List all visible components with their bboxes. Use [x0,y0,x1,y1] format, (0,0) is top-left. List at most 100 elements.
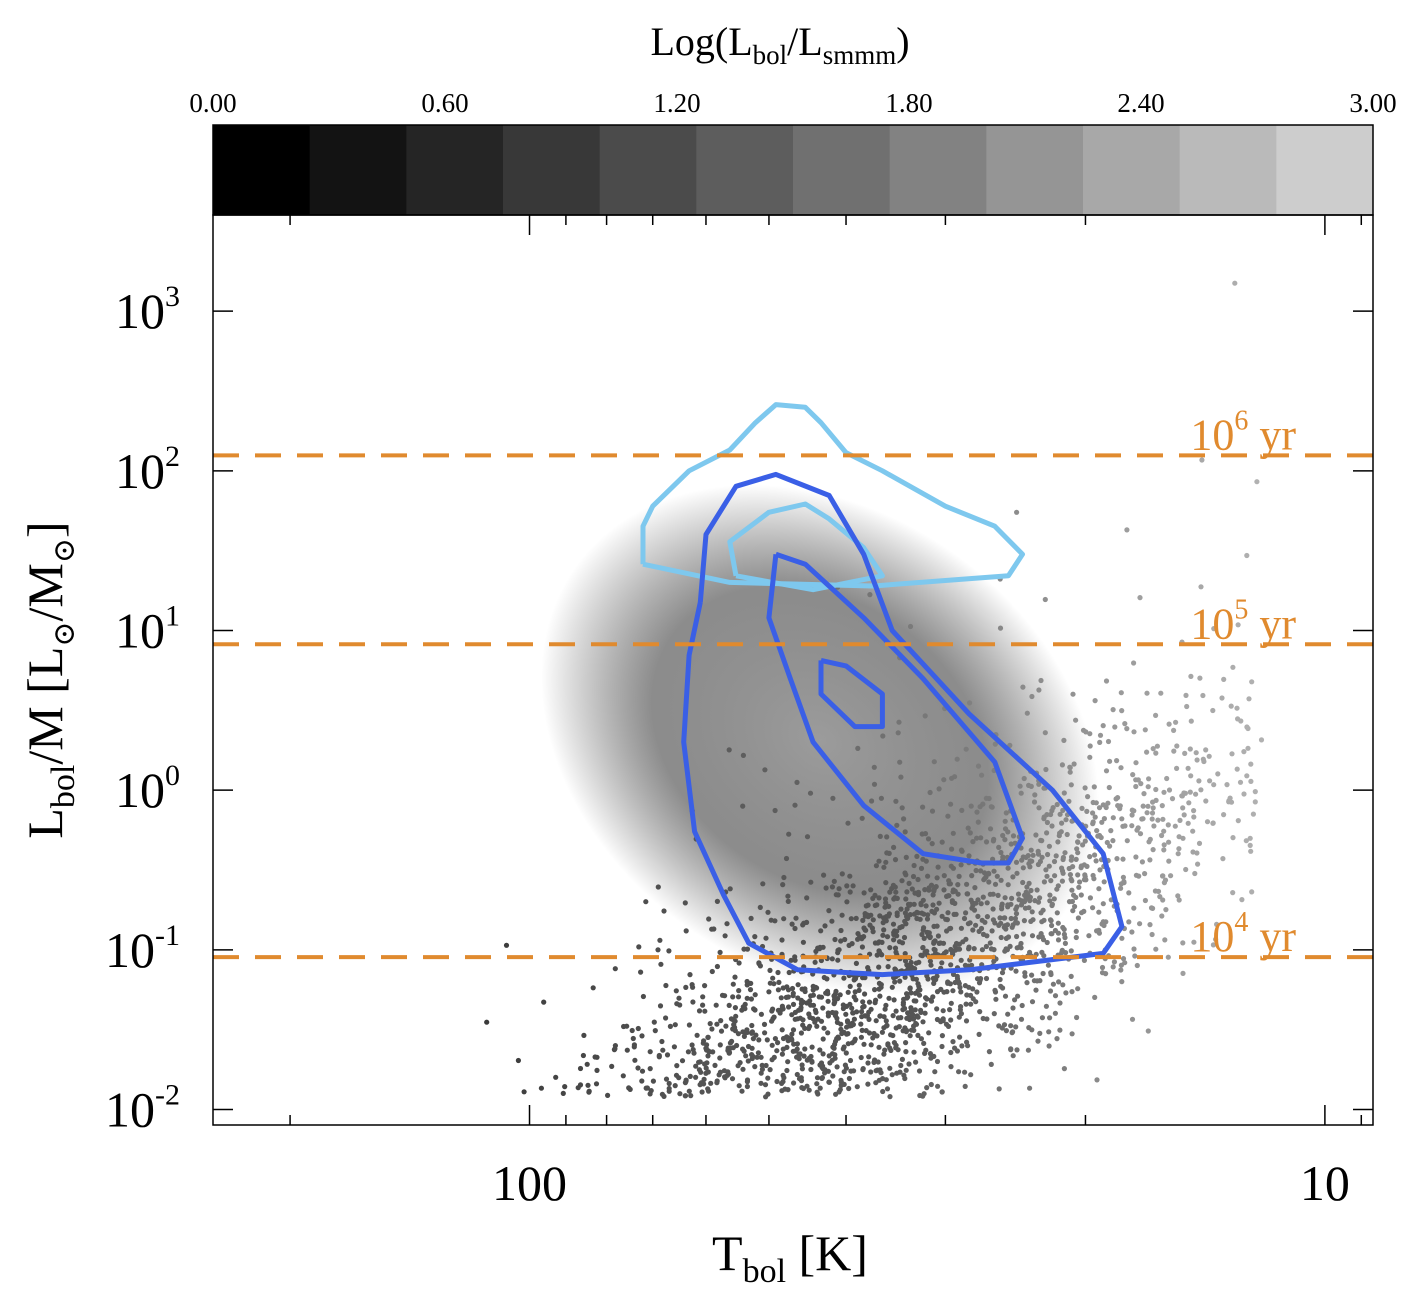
scatter-point [867,592,873,598]
colorbar-tick-label: 0.60 [421,88,468,118]
scatter-point [901,816,907,822]
scatter-point [1179,793,1185,799]
scatter-point [744,995,750,1001]
scatter-point [764,1037,770,1043]
scatter-point [885,913,892,919]
scatter-point [1020,865,1026,871]
scatter-point [958,957,964,963]
scatter-point [925,873,931,879]
scatter-point [868,1042,874,1048]
scatter-point [901,996,907,1002]
scatter-point [831,878,837,885]
scatter-point [770,975,776,981]
scatter-point [921,1091,927,1097]
scatter-point [1079,805,1085,812]
scatter-point [998,877,1004,883]
scatter-point [935,1083,941,1089]
scatter-point [893,1008,899,1014]
scatter-point [1247,835,1253,841]
scatter-point [847,873,853,879]
scatter-point [1018,790,1024,796]
scatter-point [943,916,949,922]
scatter-point [902,829,908,835]
scatter-point [974,835,980,841]
scatter-point [907,623,914,630]
scatter-point [868,1069,874,1075]
scatter-point [1022,892,1028,898]
scatter-point [1244,552,1250,559]
scatter-point [810,1002,817,1008]
scatter-point [880,1088,886,1095]
scatter-point [1163,907,1169,913]
scatter-point [842,1062,849,1068]
scatter-point [1138,781,1144,787]
scatter-point [861,1041,867,1047]
scatter-point [948,962,954,968]
colorbar-cell [503,125,601,215]
scatter-point [952,979,958,986]
colorbar-label-mid: /L [787,19,823,64]
scatter-point [806,1055,812,1061]
scatter-point [851,977,857,983]
scatter-point [1013,911,1020,917]
scatter-point [1017,783,1023,789]
scatter-point [1144,810,1150,816]
scatter-point [1181,812,1187,818]
scatter-point [1131,905,1137,911]
scatter-point [892,884,898,890]
scatter-point [1044,830,1050,836]
scatter-point [790,1001,797,1008]
scatter-point [736,960,742,966]
scatter-point [553,1074,559,1080]
scatter-point [895,730,901,736]
scatter-point [1148,905,1155,911]
scatter-point [1153,712,1159,719]
scatter-point [740,1066,746,1072]
scatter-point [1069,898,1075,905]
scatter-point [814,1081,820,1087]
scatter-point [782,1086,788,1092]
scatter-point [706,1049,712,1055]
scatter-point [796,1056,802,1062]
scatter-point [717,949,723,956]
scatter-point [870,929,876,935]
scatter-point [1117,803,1123,809]
scatter-point [775,969,781,976]
scatter-point [1235,716,1241,722]
scatter-point [699,1089,705,1095]
scatter-point [1048,931,1054,937]
scatter-point [870,895,876,902]
scatter-point [690,999,696,1005]
scatter-point [1090,819,1096,825]
scatter-point [1153,946,1159,952]
scatter-point [1020,931,1026,937]
scatter-point [846,1075,853,1082]
scatter-point [1017,944,1023,950]
scatter-point [1020,684,1026,690]
scatter-point [1013,859,1020,865]
x-axis-title-sub: bol [743,1253,786,1290]
scatter-point [929,908,935,915]
scatter-point [1180,835,1186,841]
scatter-point [1228,703,1234,709]
scatter-point [1133,872,1139,878]
scatter-point [763,1094,769,1100]
scatter-point [1027,949,1033,956]
scatter-point [980,894,986,900]
scatter-point [639,1033,645,1039]
scatter-point [1045,851,1051,858]
scatter-point [1068,973,1074,980]
scatter-point [948,801,954,807]
contour-light-blue-outer [640,402,1025,589]
scatter-point [728,1016,735,1022]
scatter-point [748,996,755,1002]
scatter-point [1142,727,1148,733]
scatter-point [714,1021,720,1027]
scatter-point [1174,765,1180,772]
scatter-point [983,975,990,982]
scatter-point [1131,729,1137,735]
scatter-point [1046,843,1052,849]
scatter-point [736,1083,742,1089]
scatter-point [735,1063,741,1069]
